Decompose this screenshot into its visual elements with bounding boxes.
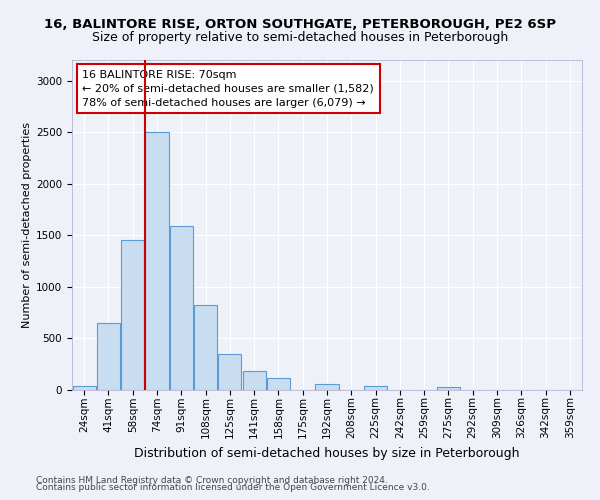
Bar xyxy=(73,386,95,390)
Bar xyxy=(267,378,290,390)
Bar xyxy=(242,372,266,390)
Text: Contains HM Land Registry data © Crown copyright and database right 2024.: Contains HM Land Registry data © Crown c… xyxy=(36,476,388,485)
Bar xyxy=(145,132,169,390)
Text: 16 BALINTORE RISE: 70sqm
← 20% of semi-detached houses are smaller (1,582)
78% o: 16 BALINTORE RISE: 70sqm ← 20% of semi-d… xyxy=(82,70,374,108)
Text: Size of property relative to semi-detached houses in Peterborough: Size of property relative to semi-detach… xyxy=(92,31,508,44)
Bar xyxy=(437,387,460,390)
Bar xyxy=(170,226,193,390)
Bar xyxy=(364,386,387,390)
Bar xyxy=(316,384,338,390)
Text: 16, BALINTORE RISE, ORTON SOUTHGATE, PETERBOROUGH, PE2 6SP: 16, BALINTORE RISE, ORTON SOUTHGATE, PET… xyxy=(44,18,556,30)
Bar xyxy=(97,323,120,390)
Text: Contains public sector information licensed under the Open Government Licence v3: Contains public sector information licen… xyxy=(36,484,430,492)
X-axis label: Distribution of semi-detached houses by size in Peterborough: Distribution of semi-detached houses by … xyxy=(134,446,520,460)
Y-axis label: Number of semi-detached properties: Number of semi-detached properties xyxy=(22,122,32,328)
Bar xyxy=(121,240,144,390)
Bar xyxy=(194,306,217,390)
Bar xyxy=(218,354,241,390)
